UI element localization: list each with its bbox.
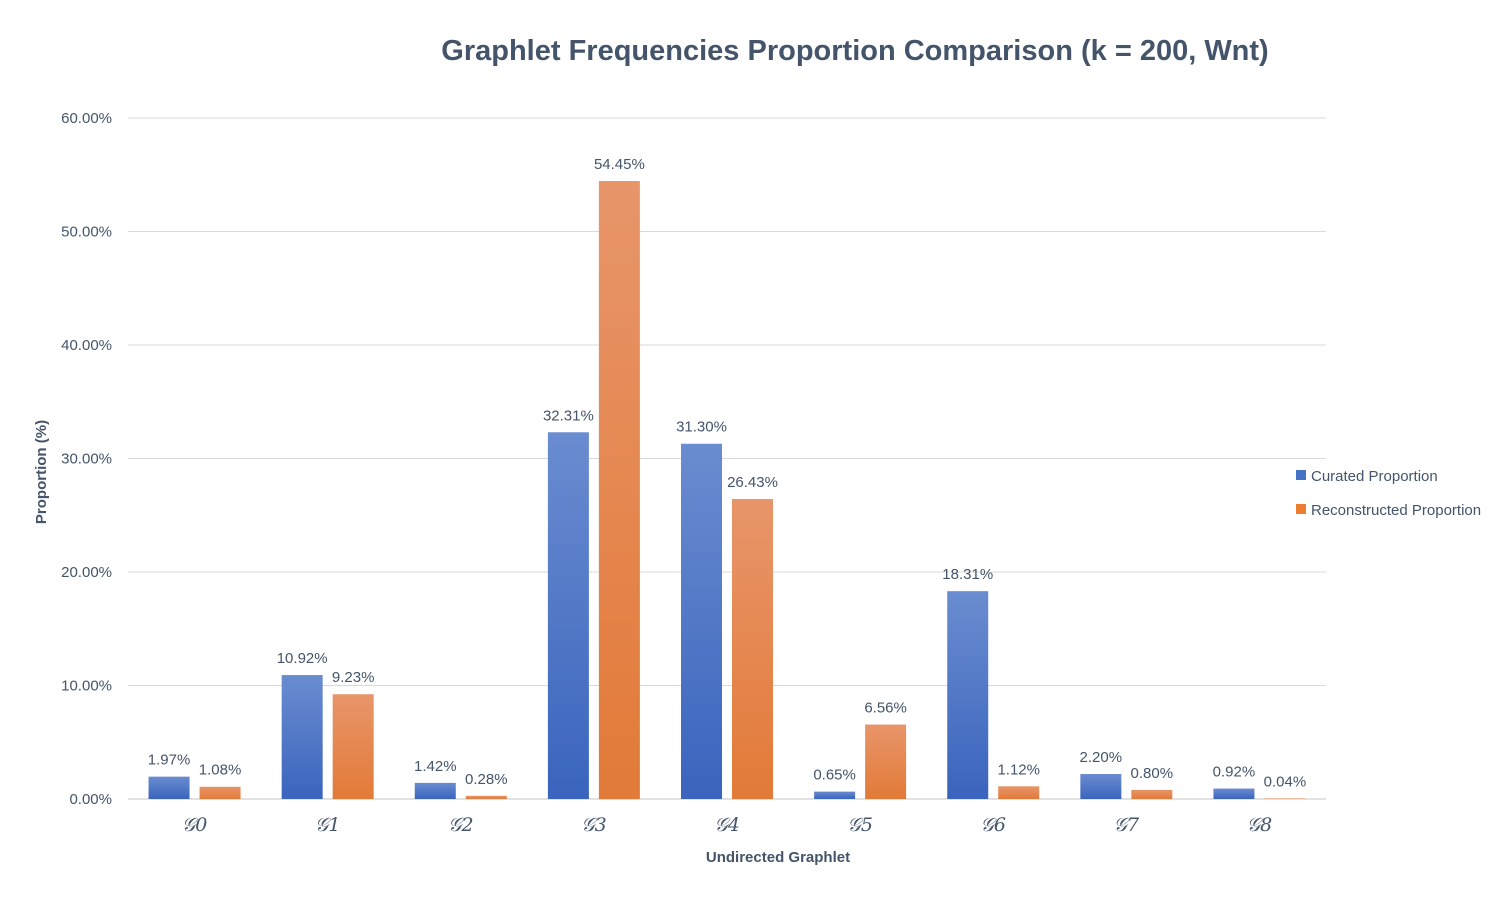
x-category-label: 𝒢7 — [1114, 814, 1141, 836]
data-label-curated-0: 1.97% — [148, 752, 191, 769]
bar-reconstructed-5 — [865, 724, 907, 799]
x-category-label: 𝒢6 — [980, 814, 1006, 836]
data-label-curated-7: 2.20% — [1080, 749, 1123, 766]
bar-reconstructed-4 — [732, 499, 773, 799]
x-category-label: 𝒢4 — [714, 814, 740, 836]
data-label-reconstructed-4: 26.43% — [727, 474, 778, 491]
y-axis-title: Proportion (%) — [33, 420, 50, 524]
data-label-reconstructed-7: 0.80% — [1131, 765, 1174, 782]
bar-reconstructed-6 — [998, 786, 1040, 799]
y-tick-label: 60.00% — [61, 110, 112, 127]
gridlines — [128, 117, 1326, 800]
x-category-label: 𝒢5 — [847, 814, 873, 836]
data-label-curated-6: 18.31% — [942, 566, 993, 583]
bar-reconstructed-8 — [1264, 798, 1306, 799]
bar-curated-2 — [414, 782, 456, 799]
bars — [148, 180, 1306, 799]
legend-label-reconstructed: Reconstructed Proportion — [1311, 502, 1481, 519]
bar-curated-1 — [281, 675, 323, 799]
data-label-curated-4: 31.30% — [676, 419, 727, 436]
bar-reconstructed-2 — [465, 795, 507, 799]
data-labels: 1.97% 1.08% 10.92%9.23% 1.42% 0.28% 32.31% 54.… — [148, 156, 1306, 791]
data-label-reconstructed-0: 1.08% — [199, 762, 242, 779]
bar-reconstructed-3 — [598, 180, 640, 799]
bar-curated-4 — [681, 443, 722, 799]
bar-curated-6 — [947, 591, 989, 799]
bar-reconstructed-0 — [199, 786, 241, 799]
x-axis-title: Undirected Graphlet — [706, 849, 850, 866]
data-label-reconstructed-2: 0.28% — [465, 771, 508, 788]
bar-curated-8 — [1213, 788, 1255, 799]
x-axis-category-labels: 𝒢0 𝒢1 𝒢2 𝒢3 𝒢4 𝒢5 𝒢6 𝒢7 𝒢8 — [182, 814, 1273, 836]
data-label-reconstructed-6: 1.12% — [997, 761, 1040, 778]
y-axis-tick-labels: 0.00% 10.00% 20.00% 30.00% 40.00% 50.00% 60.00… — [61, 110, 112, 808]
x-category-label: 𝒢8 — [1247, 814, 1273, 836]
bar-curated-7 — [1080, 774, 1122, 799]
y-tick-label: 30.00% — [61, 451, 112, 468]
y-tick-label: 50.00% — [61, 224, 112, 241]
y-tick-label: 40.00% — [61, 337, 112, 354]
data-label-reconstructed-8: 0.04% — [1264, 774, 1307, 791]
x-category-label: 𝒢1 — [315, 814, 341, 836]
data-label-curated-5: 0.65% — [813, 767, 856, 784]
data-label-curated-1: 10.92% — [277, 650, 328, 667]
data-label-reconstructed-1: 9.23% — [332, 669, 375, 686]
data-label-curated-8: 0.92% — [1213, 764, 1256, 781]
bar-curated-0 — [148, 776, 190, 799]
y-tick-label: 20.00% — [61, 564, 112, 581]
x-category-label: 𝒢0 — [182, 814, 208, 836]
bar-curated-5 — [814, 791, 856, 799]
bar-curated-3 — [547, 432, 589, 799]
data-label-reconstructed-5: 6.56% — [864, 700, 907, 717]
chart-title: Graphlet Frequencies Proportion Comparis… — [441, 35, 1268, 67]
legend-swatch-reconstructed — [1296, 504, 1306, 514]
legend: Curated Proportion Reconstructed Proport… — [1296, 468, 1481, 519]
data-label-curated-3: 32.31% — [543, 407, 594, 424]
legend-swatch-curated — [1296, 470, 1306, 480]
legend-label-curated: Curated Proportion — [1311, 468, 1438, 485]
bar-reconstructed-7 — [1131, 789, 1173, 799]
y-tick-label: 0.00% — [69, 791, 112, 808]
y-tick-label: 10.00% — [61, 678, 112, 695]
x-category-label: 𝒢3 — [581, 814, 607, 836]
data-label-curated-2: 1.42% — [414, 758, 457, 775]
x-category-label: 𝒢2 — [448, 814, 474, 836]
bar-reconstructed-1 — [332, 694, 374, 799]
data-label-reconstructed-3: 54.45% — [594, 156, 645, 173]
